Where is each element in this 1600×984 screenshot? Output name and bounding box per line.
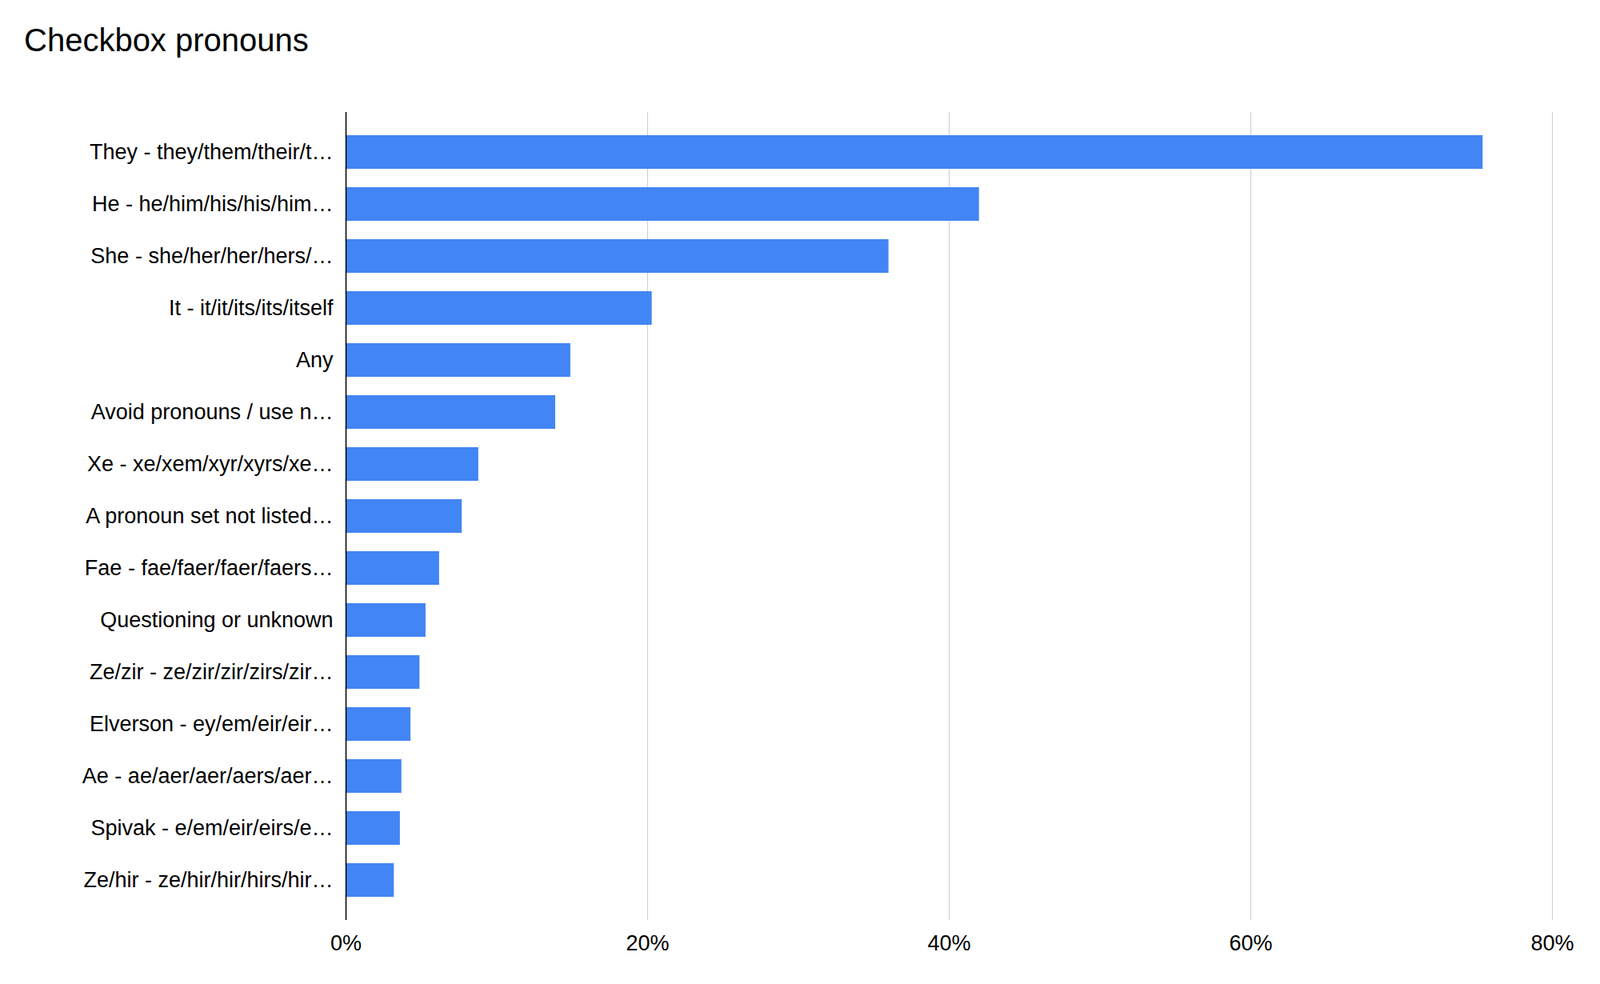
- svg-text:Avoid pronouns / use n…: Avoid pronouns / use n…: [91, 400, 334, 424]
- svg-text:Fae - fae/faer/faer/faers…: Fae - fae/faer/faer/faers…: [84, 556, 334, 580]
- svg-text:Any: Any: [296, 348, 334, 372]
- svg-text:Ae - ae/aer/aer/aers/aer…: Ae - ae/aer/aer/aers/aer…: [82, 764, 334, 788]
- svg-text:0%: 0%: [330, 931, 362, 956]
- svg-text:He - he/him/his/his/him…: He - he/him/his/his/him…: [92, 192, 334, 216]
- svg-text:Ze/hir - ze/hir/hir/hirs/hir…: Ze/hir - ze/hir/hir/hirs/hir…: [83, 868, 333, 892]
- svg-text:It - it/it/its/its/itself: It - it/it/its/its/itself: [168, 296, 334, 320]
- svg-text:A pronoun set not listed…: A pronoun set not listed…: [85, 504, 333, 528]
- svg-text:She - she/her/her/hers/…: She - she/her/her/hers/…: [90, 244, 333, 268]
- svg-text:Questioning or unknown: Questioning or unknown: [100, 608, 333, 632]
- svg-text:60%: 60%: [1228, 931, 1272, 956]
- svg-text:They - they/them/their/t…: They - they/them/their/t…: [89, 140, 334, 164]
- svg-text:40%: 40%: [927, 931, 971, 956]
- svg-text:Elverson - ey/em/eir/eir…: Elverson - ey/em/eir/eir…: [89, 712, 334, 736]
- svg-text:Xe - xe/xem/xyr/xyrs/xe…: Xe - xe/xem/xyr/xyrs/xe…: [87, 452, 334, 476]
- svg-text:Ze/zir - ze/zir/zir/zirs/zir…: Ze/zir - ze/zir/zir/zirs/zir…: [89, 660, 333, 684]
- svg-text:Spivak - e/em/eir/eirs/e…: Spivak - e/em/eir/eirs/e…: [90, 816, 333, 840]
- svg-text:80%: 80%: [1530, 931, 1574, 956]
- html-text:Checkbox pronouns: Checkbox pronouns: [24, 22, 309, 58]
- svg-text:20%: 20%: [625, 931, 669, 956]
